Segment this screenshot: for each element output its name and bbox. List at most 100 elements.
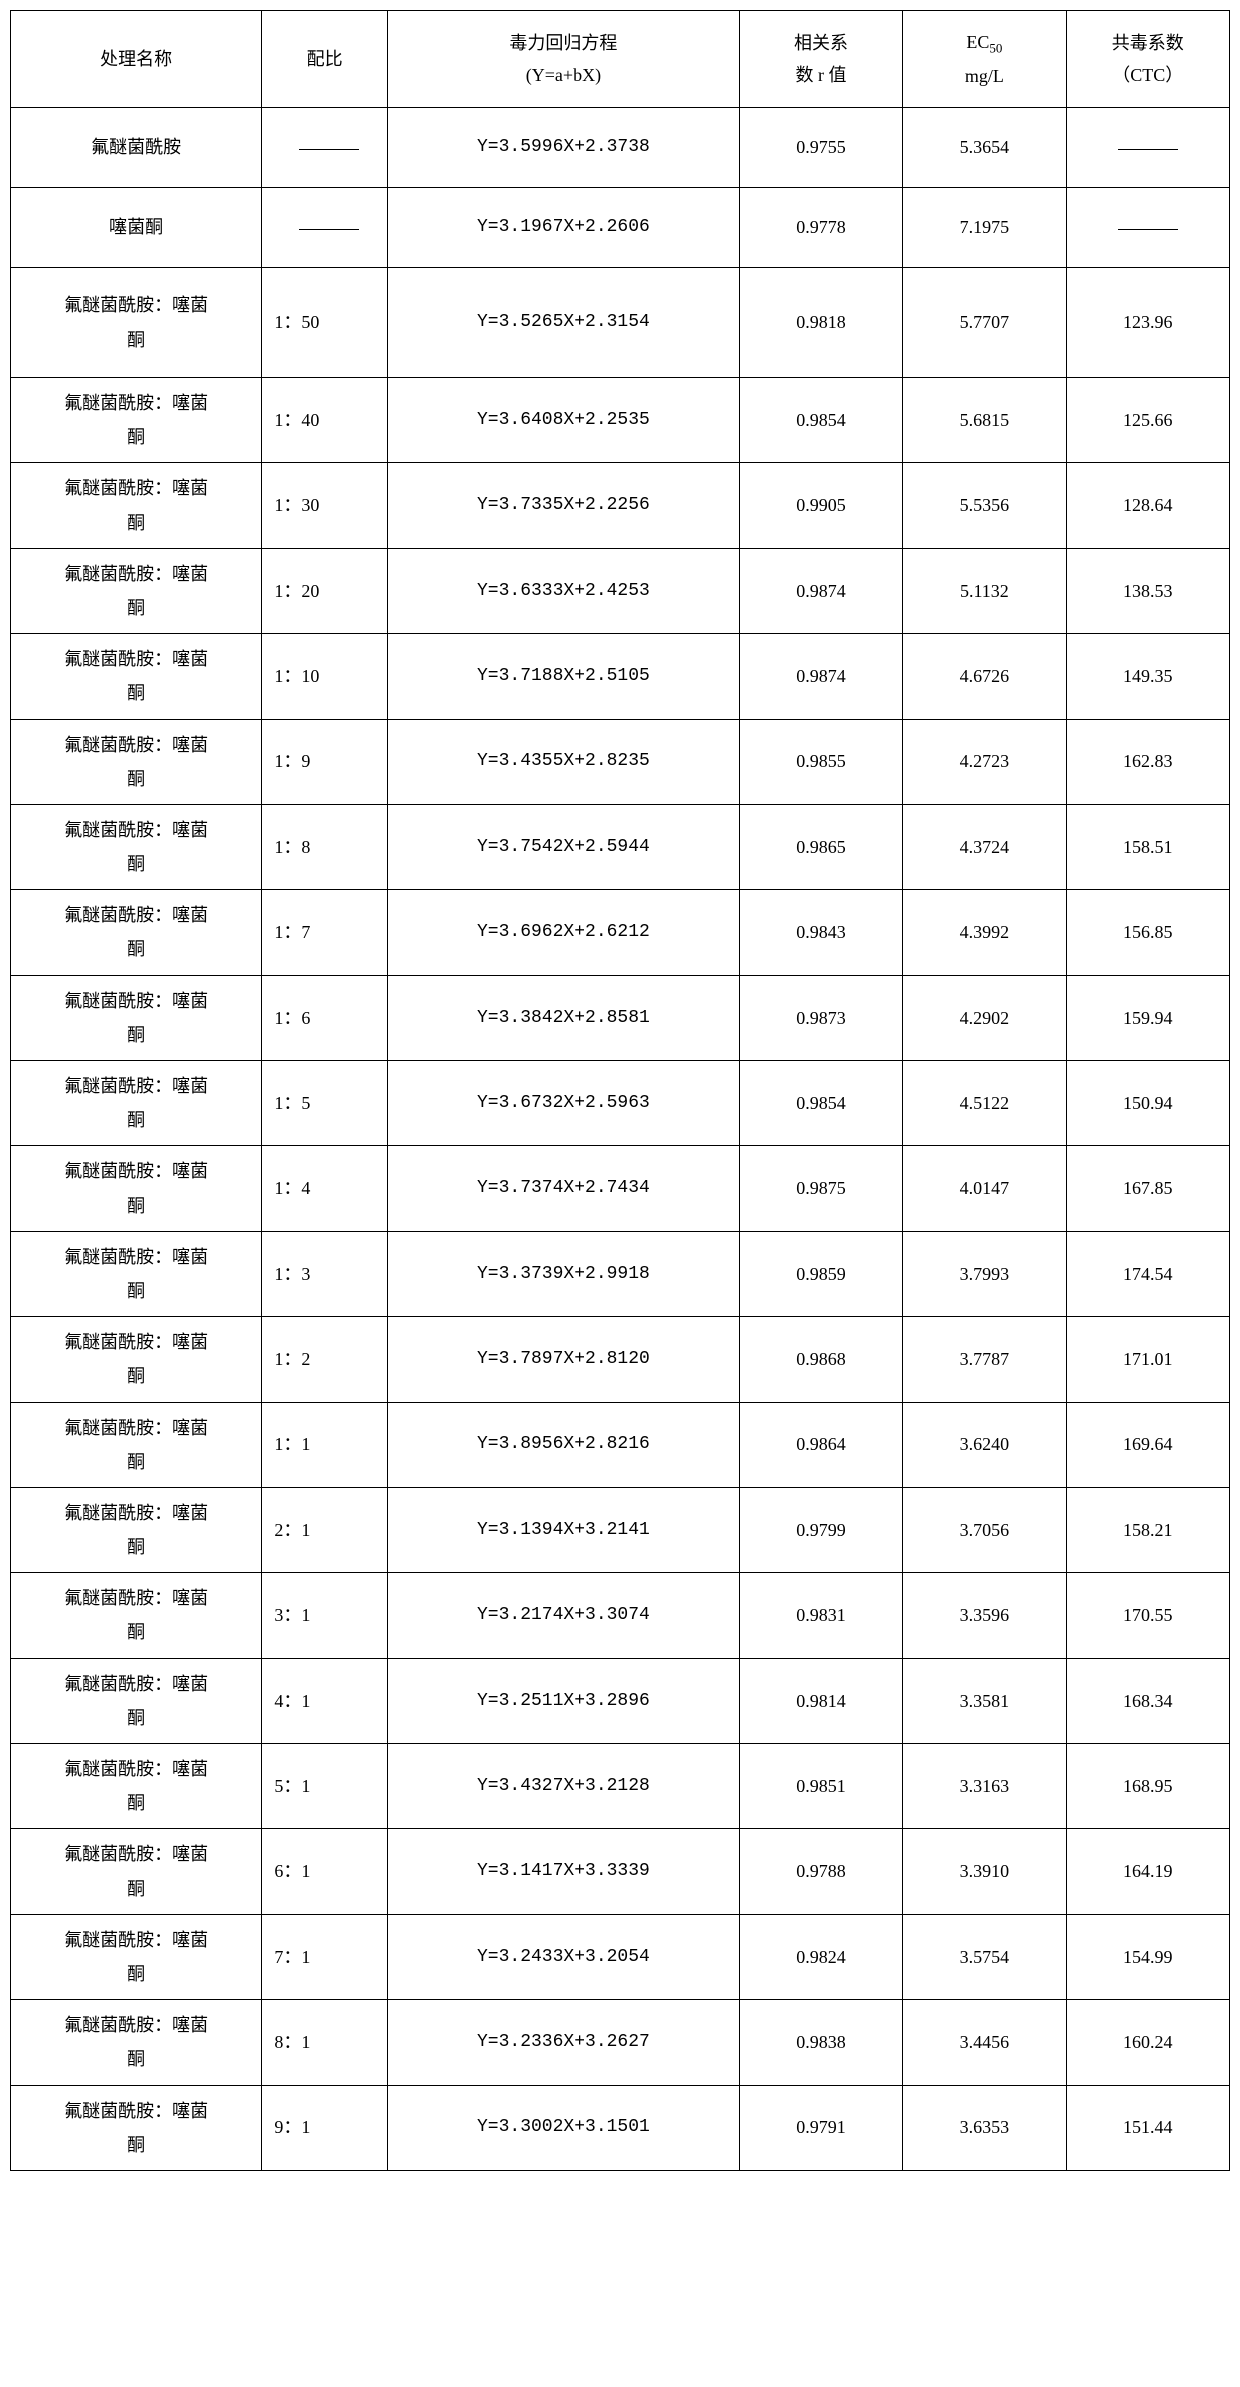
- cell-equation: Y=3.5996X+2.3738: [387, 108, 739, 188]
- cell-ctc: 167.85: [1066, 1146, 1229, 1231]
- cell-equation: Y=3.5265X+2.3154: [387, 268, 739, 378]
- cell-ec50: 5.7707: [903, 268, 1066, 378]
- cell-ec50: 5.5356: [903, 463, 1066, 548]
- cell-ratio: 1：20: [262, 548, 388, 633]
- cell-equation: Y=3.2336X+3.2627: [387, 2000, 739, 2085]
- table-row: 氟醚菌酰胺：噻菌酮1：7Y=3.6962X+2.62120.98434.3992…: [11, 890, 1230, 975]
- cell-r: 0.9873: [739, 975, 902, 1060]
- cell-ctc: 125.66: [1066, 378, 1229, 463]
- table-row: 氟醚菌酰胺：噻菌酮5：1Y=3.4327X+3.21280.98513.3163…: [11, 1744, 1230, 1829]
- table-row: 氟醚菌酰胺：噻菌酮1：1Y=3.8956X+2.82160.98643.6240…: [11, 1402, 1230, 1487]
- cell-ec50: 4.2723: [903, 719, 1066, 804]
- cell-ec50: 3.3910: [903, 1829, 1066, 1914]
- cell-ratio: 1：8: [262, 804, 388, 889]
- cell-ratio: 9：1: [262, 2085, 388, 2170]
- cell-ratio: [262, 188, 388, 268]
- cell-ctc: 138.53: [1066, 548, 1229, 633]
- cell-r: 0.9791: [739, 2085, 902, 2170]
- cell-ratio: 3：1: [262, 1573, 388, 1658]
- cell-r: 0.9854: [739, 1061, 902, 1146]
- cell-ctc: [1066, 188, 1229, 268]
- table-row: 氟醚菌酰胺：噻菌酮1：20Y=3.6333X+2.42530.98745.113…: [11, 548, 1230, 633]
- cell-equation: Y=3.4355X+2.8235: [387, 719, 739, 804]
- cell-r: 0.9905: [739, 463, 902, 548]
- cell-name: 氟醚菌酰胺: [11, 108, 262, 188]
- cell-ctc: 160.24: [1066, 2000, 1229, 2085]
- cell-ctc: 168.34: [1066, 1658, 1229, 1743]
- cell-r: 0.9799: [739, 1487, 902, 1572]
- cell-equation: Y=3.6333X+2.4253: [387, 548, 739, 633]
- cell-ec50: 3.7787: [903, 1317, 1066, 1402]
- cell-ratio: 1：9: [262, 719, 388, 804]
- cell-name: 噻菌酮: [11, 188, 262, 268]
- table-row: 氟醚菌酰胺：噻菌酮1：10Y=3.7188X+2.51050.98744.672…: [11, 634, 1230, 719]
- col-header-r-l2: 数 r 值: [796, 65, 847, 85]
- table-row: 氟醚菌酰胺：噻菌酮2：1Y=3.1394X+3.21410.97993.7056…: [11, 1487, 1230, 1572]
- table-row: 氟醚菌酰胺：噻菌酮1：2Y=3.7897X+2.81200.98683.7787…: [11, 1317, 1230, 1402]
- cell-ec50: 4.3724: [903, 804, 1066, 889]
- cell-ec50: 4.6726: [903, 634, 1066, 719]
- table-row: 氟醚菌酰胺：噻菌酮1：6Y=3.3842X+2.85810.98734.2902…: [11, 975, 1230, 1060]
- cell-equation: Y=3.7542X+2.5944: [387, 804, 739, 889]
- cell-ctc: 151.44: [1066, 2085, 1229, 2170]
- cell-r: 0.9875: [739, 1146, 902, 1231]
- table-row: 氟醚菌酰胺：噻菌酮1：4Y=3.7374X+2.74340.98754.0147…: [11, 1146, 1230, 1231]
- cell-ctc: 123.96: [1066, 268, 1229, 378]
- table-row: 氟醚菌酰胺：噻菌酮3：1Y=3.2174X+3.30740.98313.3596…: [11, 1573, 1230, 1658]
- cell-name: 氟醚菌酰胺：噻菌酮: [11, 2085, 262, 2170]
- cell-ctc: 174.54: [1066, 1231, 1229, 1316]
- cell-ctc: [1066, 108, 1229, 188]
- cell-r: 0.9864: [739, 1402, 902, 1487]
- cell-ratio: 1：40: [262, 378, 388, 463]
- cell-name: 氟醚菌酰胺：噻菌酮: [11, 1231, 262, 1316]
- cell-ctc: 162.83: [1066, 719, 1229, 804]
- toxicity-table: 处理名称 配比 毒力回归方程 (Y=a+bX) 相关系 数 r 值 EC50 m…: [10, 10, 1230, 2171]
- cell-ec50: 5.6815: [903, 378, 1066, 463]
- cell-equation: Y=3.2433X+3.2054: [387, 1914, 739, 1999]
- col-header-ec50-l1: EC: [966, 32, 989, 52]
- cell-name: 氟醚菌酰胺：噻菌酮: [11, 804, 262, 889]
- cell-equation: Y=3.1394X+3.2141: [387, 1487, 739, 1572]
- cell-ctc: 150.94: [1066, 1061, 1229, 1146]
- cell-ratio: 5：1: [262, 1744, 388, 1829]
- col-header-ec50-l2: mg/L: [965, 66, 1004, 86]
- cell-r: 0.9868: [739, 1317, 902, 1402]
- col-header-ctc-l2: （CTC）: [1112, 65, 1183, 85]
- cell-name: 氟醚菌酰胺：噻菌酮: [11, 1402, 262, 1487]
- table-row: 氟醚菌酰胺：噻菌酮1：5Y=3.6732X+2.59630.98544.5122…: [11, 1061, 1230, 1146]
- cell-equation: Y=3.7374X+2.7434: [387, 1146, 739, 1231]
- cell-ctc: 156.85: [1066, 890, 1229, 975]
- cell-name: 氟醚菌酰胺：噻菌酮: [11, 463, 262, 548]
- cell-ec50: 3.3163: [903, 1744, 1066, 1829]
- cell-ec50: 3.7993: [903, 1231, 1066, 1316]
- cell-ratio: [262, 108, 388, 188]
- cell-r: 0.9859: [739, 1231, 902, 1316]
- cell-ec50: 5.1132: [903, 548, 1066, 633]
- cell-ec50: 4.0147: [903, 1146, 1066, 1231]
- cell-ratio: 1：5: [262, 1061, 388, 1146]
- col-header-eq-l2: (Y=a+bX): [526, 65, 601, 85]
- cell-r: 0.9838: [739, 2000, 902, 2085]
- cell-equation: Y=3.3739X+2.9918: [387, 1231, 739, 1316]
- table-row: 氟醚菌酰胺：噻菌酮4：1Y=3.2511X+3.28960.98143.3581…: [11, 1658, 1230, 1743]
- table-header-row: 处理名称 配比 毒力回归方程 (Y=a+bX) 相关系 数 r 值 EC50 m…: [11, 11, 1230, 108]
- cell-r: 0.9755: [739, 108, 902, 188]
- cell-r: 0.9831: [739, 1573, 902, 1658]
- table-row: 氟醚菌酰胺：噻菌酮1：9Y=3.4355X+2.82350.98554.2723…: [11, 719, 1230, 804]
- cell-ec50: 3.3596: [903, 1573, 1066, 1658]
- cell-ec50: 4.3992: [903, 890, 1066, 975]
- cell-equation: Y=3.1417X+3.3339: [387, 1829, 739, 1914]
- cell-ratio: 1：30: [262, 463, 388, 548]
- col-header-ratio: 配比: [262, 11, 388, 108]
- table-row: 氟醚菌酰胺：噻菌酮7：1Y=3.2433X+3.20540.98243.5754…: [11, 1914, 1230, 1999]
- cell-ratio: 1：1: [262, 1402, 388, 1487]
- table-row: 氟醚菌酰胺：噻菌酮1：50Y=3.5265X+2.31540.98185.770…: [11, 268, 1230, 378]
- cell-ctc: 158.51: [1066, 804, 1229, 889]
- table-row: 氟醚菌酰胺：噻菌酮8：1Y=3.2336X+3.26270.98383.4456…: [11, 2000, 1230, 2085]
- col-header-name: 处理名称: [11, 11, 262, 108]
- cell-name: 氟醚菌酰胺：噻菌酮: [11, 2000, 262, 2085]
- cell-r: 0.9874: [739, 634, 902, 719]
- table-row: 氟醚菌酰胺：噻菌酮1：40Y=3.6408X+2.25350.98545.681…: [11, 378, 1230, 463]
- cell-ratio: 7：1: [262, 1914, 388, 1999]
- cell-ec50: 7.1975: [903, 188, 1066, 268]
